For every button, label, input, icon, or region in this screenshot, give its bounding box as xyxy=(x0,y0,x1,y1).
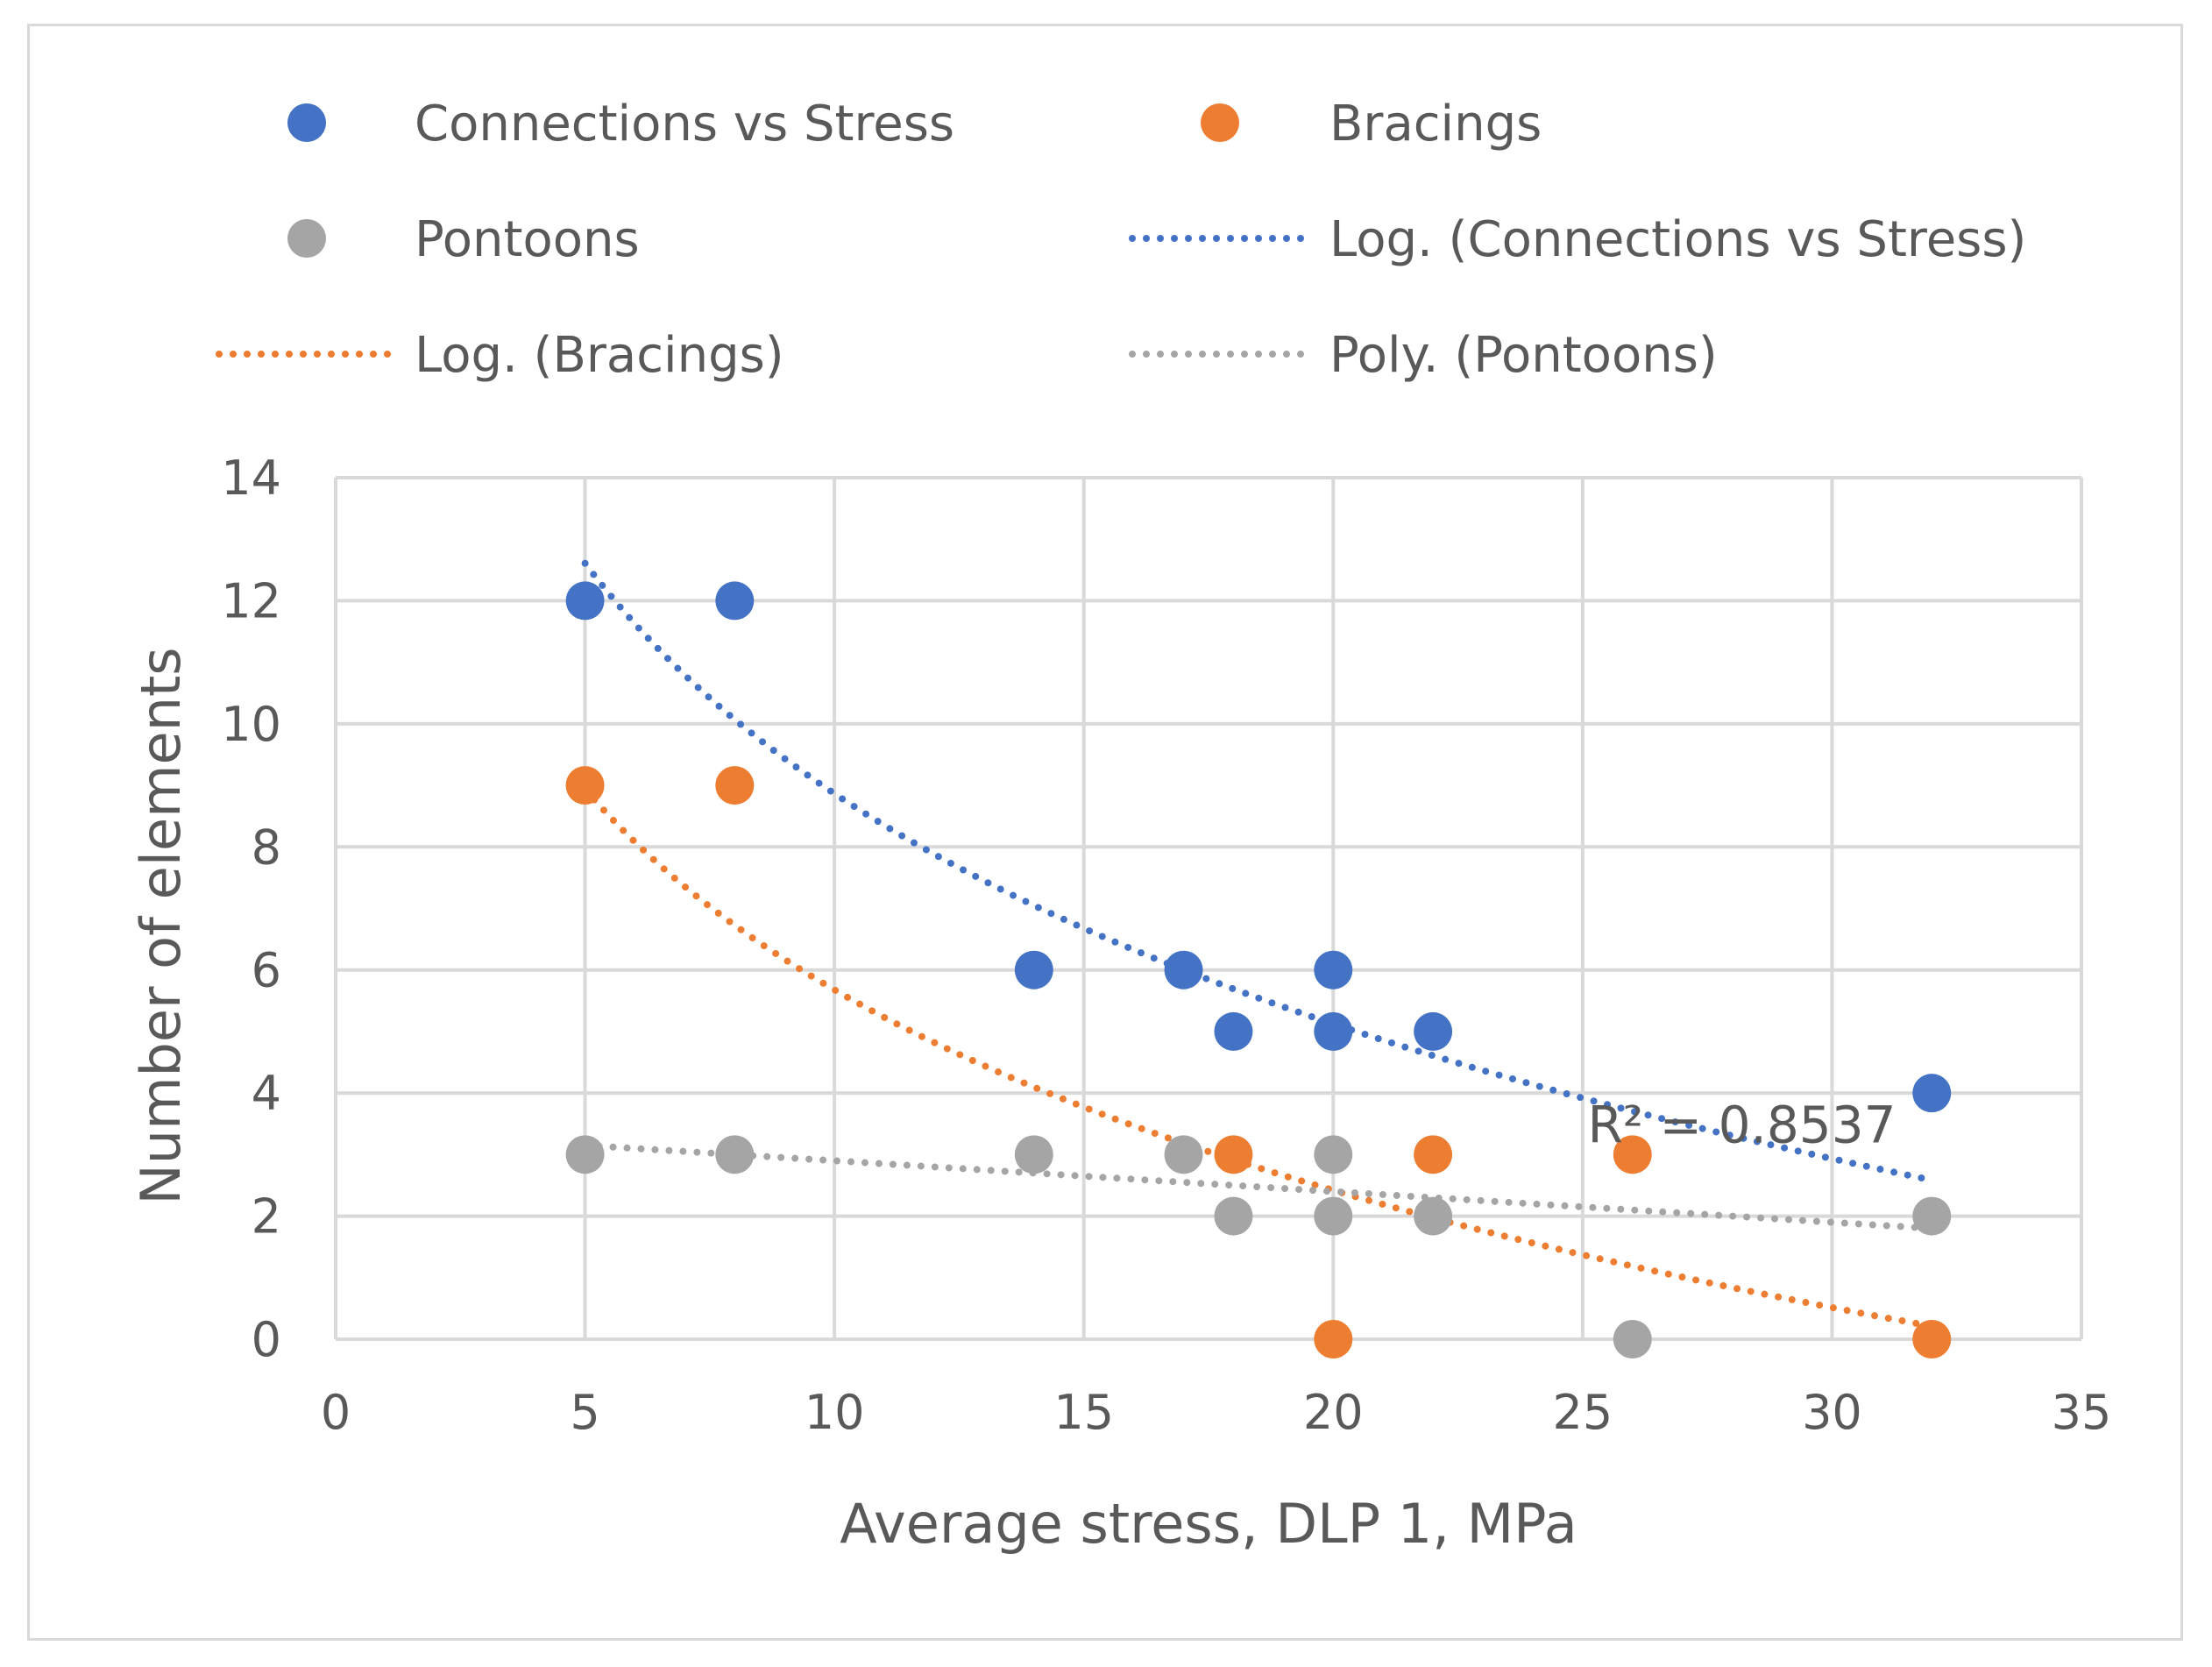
axes: 0 2 4 6 8 10 12 14 0 5 10 15 20 25 30 35 xyxy=(221,450,2111,1440)
legend-label-connections-vs-stress: Connections vs Stress xyxy=(415,96,954,153)
y-tick-label: 14 xyxy=(221,450,281,506)
grid xyxy=(334,476,2083,1339)
y-tick-label: 2 xyxy=(252,1189,281,1245)
legend-label-log-connections-vs-stress: Log. (Connections vs Stress) xyxy=(1329,211,2026,268)
point-pontoons xyxy=(1314,1196,1353,1236)
legend: Connections vs Stress Bracings Pontoons Log… xyxy=(216,96,2026,384)
legend-label-pontoons: Pontoons xyxy=(415,211,640,268)
point-bracings xyxy=(1214,1135,1253,1174)
x-tick-label: 5 xyxy=(570,1385,599,1440)
y-tick-label: 10 xyxy=(221,697,281,752)
trendline-poly-pontoons xyxy=(581,1141,1936,1232)
point-connections-vs-stress xyxy=(1314,950,1353,990)
legend-marker-pontoons xyxy=(287,219,326,258)
legend-label-bracings: Bracings xyxy=(1329,96,1542,153)
point-pontoons xyxy=(1214,1196,1253,1236)
x-tick-label: 0 xyxy=(321,1385,351,1440)
point-pontoons xyxy=(715,1135,755,1174)
x-tick-label: 35 xyxy=(2052,1385,2112,1440)
x-tick-label: 20 xyxy=(1303,1385,1364,1440)
x-tick-label: 30 xyxy=(1802,1385,1862,1440)
x-axis-title: Average stress, DLP 1, MPa xyxy=(840,1492,1577,1556)
y-tick-label: 4 xyxy=(252,1066,281,1121)
point-connections-vs-stress xyxy=(1414,1011,1453,1051)
point-connections-vs-stress xyxy=(715,581,755,621)
trendlines xyxy=(581,559,1936,1330)
legend-marker-connections-vs-stress xyxy=(287,103,326,142)
point-connections-vs-stress xyxy=(1164,950,1203,990)
y-axis-title: Number of elements xyxy=(129,647,193,1204)
trendline-log-connections-vs-stress xyxy=(581,559,1936,1184)
point-pontoons xyxy=(1164,1135,1203,1174)
trendline-log-bracings xyxy=(581,785,1936,1330)
legend-label-poly-pontoons: Poly. (Pontoons) xyxy=(1329,327,1718,384)
point-bracings xyxy=(1912,1320,1952,1358)
point-pontoons xyxy=(1414,1196,1453,1236)
x-tick-label: 10 xyxy=(805,1385,865,1440)
point-pontoons xyxy=(1314,1135,1353,1174)
y-tick-label: 6 xyxy=(252,943,281,998)
data-points xyxy=(565,581,1952,1358)
point-connections-vs-stress xyxy=(1314,1011,1353,1051)
point-connections-vs-stress xyxy=(1214,1011,1253,1051)
point-bracings xyxy=(1613,1135,1652,1174)
y-tick-label: 8 xyxy=(252,819,281,875)
x-tick-label: 15 xyxy=(1053,1385,1114,1440)
point-bracings xyxy=(565,766,605,805)
legend-marker-bracings xyxy=(1201,103,1239,142)
point-pontoons xyxy=(565,1135,605,1174)
point-connections-vs-stress xyxy=(565,581,605,621)
x-tick-label: 25 xyxy=(1552,1385,1613,1440)
chart-frame xyxy=(27,24,2183,1641)
r-squared-annotation: R² = 0.8537 xyxy=(1588,1095,1897,1154)
point-connections-vs-stress xyxy=(1912,1074,1952,1113)
point-pontoons xyxy=(1014,1135,1053,1174)
y-tick-label: 12 xyxy=(221,573,281,628)
point-connections-vs-stress xyxy=(1014,950,1053,990)
point-pontoons xyxy=(1613,1320,1652,1358)
y-tick-label: 0 xyxy=(252,1312,281,1367)
legend-label-log-bracings: Log. (Bracings) xyxy=(415,327,784,384)
point-pontoons xyxy=(1912,1196,1952,1236)
point-bracings xyxy=(1314,1320,1353,1358)
point-bracings xyxy=(715,766,755,805)
annotations: R² = 0.8537 xyxy=(1588,1095,1897,1154)
point-bracings xyxy=(1414,1135,1453,1174)
